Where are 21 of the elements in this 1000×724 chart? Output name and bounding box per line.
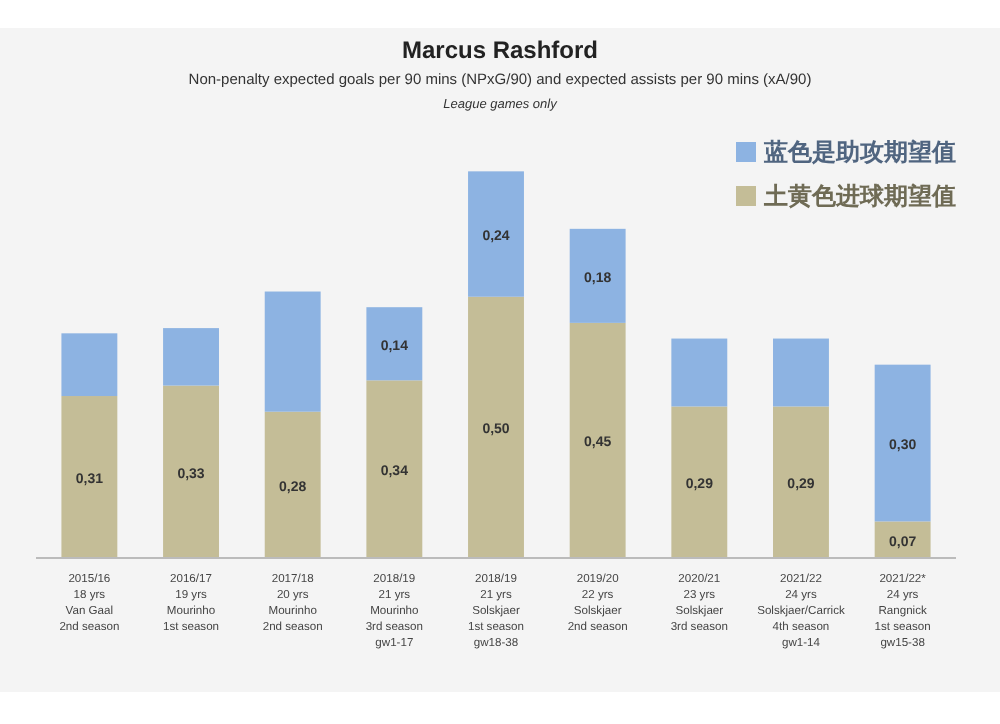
bar (163, 385, 219, 558)
bar (569, 228, 626, 323)
bar (366, 380, 423, 558)
bar (671, 338, 728, 407)
legend-label: 蓝色是助攻期望值 (762, 138, 956, 166)
bar (264, 411, 321, 558)
bar (61, 333, 118, 397)
bar (773, 406, 829, 558)
bar (874, 521, 931, 558)
bar (468, 171, 524, 297)
legend-label: 土黄色进球期望值 (762, 182, 956, 210)
bar (163, 328, 219, 386)
bar (569, 322, 626, 558)
bar (468, 296, 524, 558)
bar (874, 364, 931, 522)
bar (366, 307, 423, 381)
bar (671, 406, 728, 558)
chart-title: Marcus Rashford (401, 36, 599, 64)
bar (61, 396, 118, 558)
bar (264, 291, 321, 412)
bar (773, 338, 829, 407)
